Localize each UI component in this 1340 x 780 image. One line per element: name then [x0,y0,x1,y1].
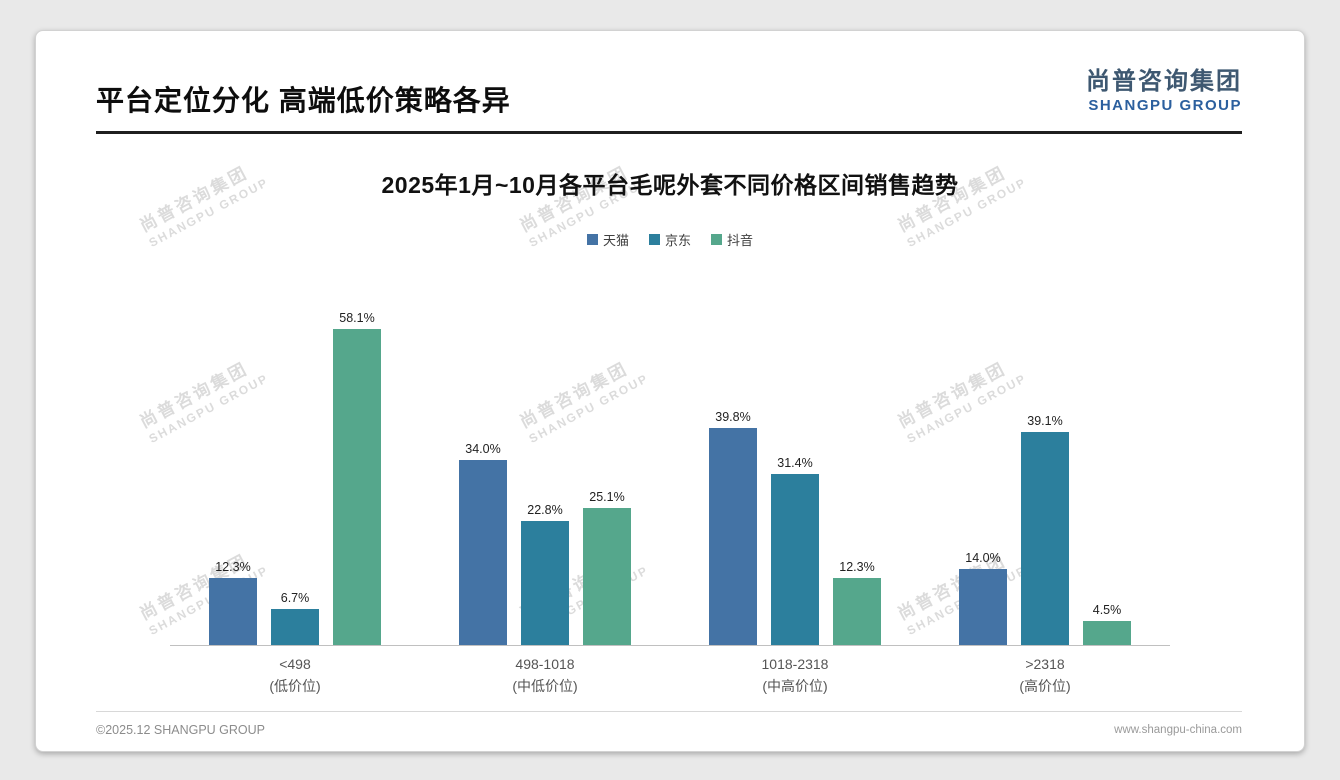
chart-legend: 天猫 京东 抖音 [36,230,1304,249]
bar-group: 39.8% 31.4% 12.3% [670,291,920,645]
bar-value-label: 12.3% [215,560,251,575]
website-url: www.shangpu-china.com [1114,724,1242,736]
company-logo: 尚普咨询集团 SHANGPU GROUP [1086,68,1242,115]
bar-group: 12.3% 6.7% 58.1% [170,291,420,645]
legend-item-抖音: 抖音 [711,230,753,249]
bar-wrap: 4.5% [1083,291,1131,645]
category-label: 1018-2318 (中高价位) [761,656,829,694]
bar-wrap: 12.3% [833,291,881,645]
slide-header: 平台定位分化 高端低价策略各异 尚普咨询集团 SHANGPU GROUP [36,31,1304,134]
legend-label: 抖音 [727,233,754,248]
bar-京东 [1021,432,1069,645]
legend-swatch [586,234,598,245]
bar-value-label: 39.8% [715,410,751,425]
legend-item-天猫: 天猫 [586,230,629,249]
legend-label: 京东 [664,233,691,248]
copyright-text: ©2025.12 SHANGPU GROUP [96,723,265,737]
bar-wrap: 14.0% [959,291,1007,645]
plot-area: 12.3% 6.7% 58.1% 34.0% 22.8% 25.1% 39.8% 31.4% 1… [170,291,1170,646]
bar-value-label: 34.0% [465,441,501,456]
bar-value-label: 58.1% [339,310,375,325]
bar-value-label: 25.1% [589,490,625,505]
bar-value-label: 31.4% [777,456,813,470]
legend-swatch [648,234,660,245]
bar-wrap: 25.1% [583,291,631,645]
bar-group: 14.0% 39.1% 4.5% [920,291,1170,645]
bar-天猫 [459,459,507,645]
bar-天猫 [209,578,257,645]
bar-wrap: 22.8% [521,291,569,645]
footer-divider [96,711,1242,712]
bar-京东 [271,608,319,645]
bar-wrap: 12.3% [209,291,257,645]
bar-value-label: 22.8% [527,502,563,517]
logo-chinese-text: 尚普咨询集团 [1086,68,1242,95]
bar-value-label: 6.7% [280,590,310,605]
bar-value-label: 4.5% [1092,602,1122,617]
bar-wrap: 39.8% [709,291,757,645]
bar-天猫 [959,568,1007,645]
legend-item-京东: 京东 [648,230,691,249]
slide-footer: ©2025.12 SHANGPU GROUP www.shangpu-china… [96,711,1242,737]
chart-title: 2025年1月~10月各平台毛呢外套不同价格区间销售趋势 [381,172,959,198]
bar-抖音 [1083,620,1131,645]
legend-label: 天猫 [602,233,629,248]
category-label: >2318 (高价位) [1019,656,1071,694]
category-label: 498-1018 (中低价位) [512,656,578,694]
bar-value-label: 39.1% [1027,414,1063,429]
bar-抖音 [583,508,631,645]
bar-value-label: 14.0% [965,550,1001,565]
bar-wrap: 31.4% [771,291,819,645]
bar-京东 [521,520,569,645]
legend-swatch [711,234,722,245]
bar-天猫 [709,428,757,645]
bar-wrap: 58.1% [333,291,381,645]
bar-wrap: 34.0% [459,291,507,645]
bar-value-label: 12.3% [839,560,875,575]
bar-chart: 2025年1月~10月各平台毛呢外套不同价格区间销售趋势 天猫 京东 抖音 12.3… [36,166,1304,697]
bar-京东 [771,474,819,645]
bar-wrap: 6.7% [271,291,319,645]
logo-english-text: SHANGPU GROUP [1088,97,1242,115]
bar-wrap: 39.1% [1021,291,1069,645]
bar-抖音 [333,328,381,645]
bar-抖音 [833,578,881,645]
page-title: 平台定位分化 高端低价策略各异 [96,85,511,116]
slide: 尚普咨询集团 SHANGPU GROUP 尚普咨询集团 SHANGPU GROUP 尚普… [35,30,1305,752]
category-axis: <498 (低价位) 498-1018 (中低价位) 1018-2318 (中高价位) >2… [170,654,1170,697]
title-divider [96,131,1242,134]
category-label: <498 (低价位) [269,656,321,694]
bar-group: 34.0% 22.8% 25.1% [420,291,670,645]
